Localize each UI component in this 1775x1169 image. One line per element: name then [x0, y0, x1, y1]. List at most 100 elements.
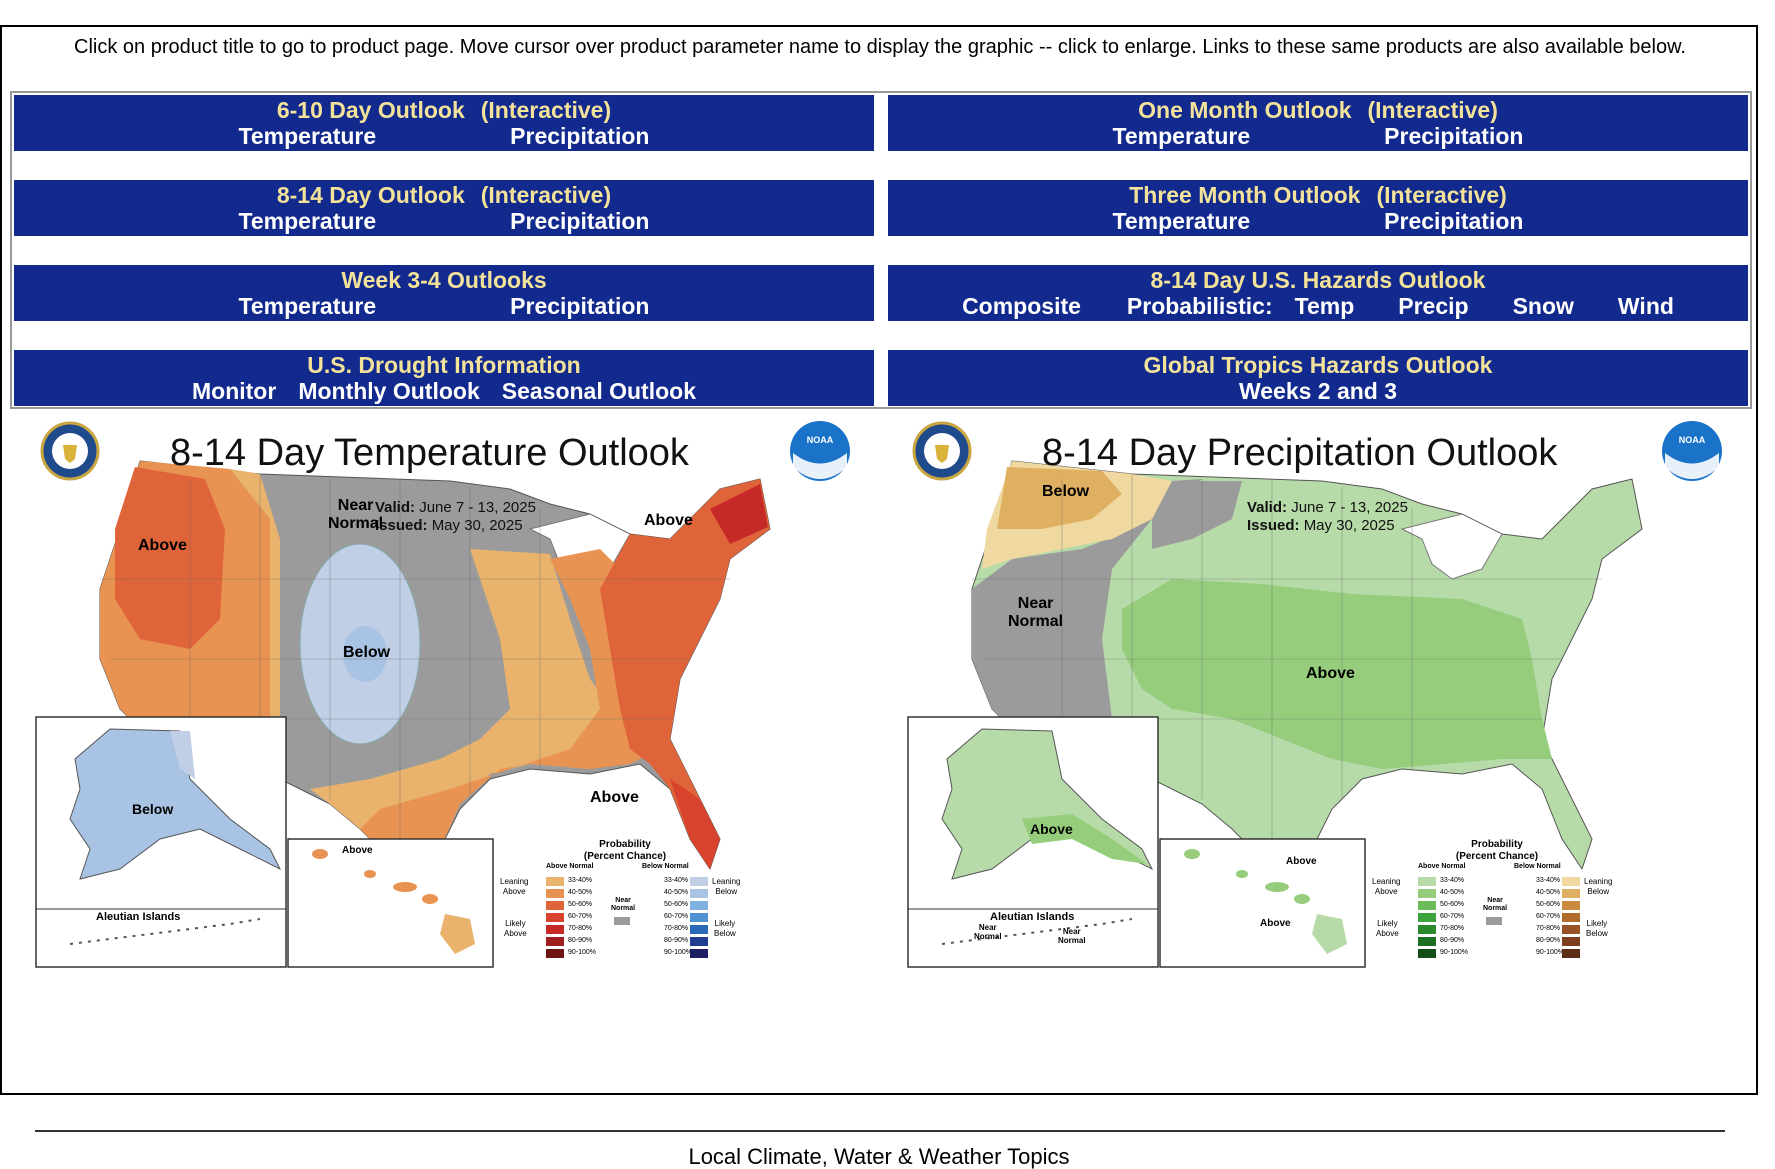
- link-hazards-precip[interactable]: Precip: [1398, 293, 1469, 319]
- legend-below-swatch: [690, 949, 708, 958]
- product-6-10-day-title[interactable]: 6-10 Day Outlook: [276, 97, 465, 123]
- legend-below-swatch: [690, 937, 708, 946]
- legend-above-swatch: [546, 925, 564, 934]
- legend-below-range: 70-80%: [664, 925, 689, 932]
- legend-below-swatch: [1562, 877, 1580, 886]
- legend-below-swatch: [690, 925, 708, 934]
- section-divider: [35, 1130, 1725, 1132]
- product-hazards: 8-14 Day U.S. Hazards Outlook Composite P…: [888, 265, 1748, 321]
- map-label-near: Near: [1017, 595, 1054, 612]
- legend-near-normal: Near Normal: [611, 897, 635, 913]
- legend-above-swatch: [1418, 889, 1436, 898]
- legend-below-range: 33-40%: [1536, 877, 1561, 884]
- product-one-month-interactive[interactable]: (Interactive): [1367, 97, 1498, 123]
- legend-above-swatch: [1418, 901, 1436, 910]
- product-three-month-title[interactable]: Three Month Outlook: [1129, 182, 1361, 208]
- link-6-10-precipitation[interactable]: Precipitation: [510, 123, 650, 149]
- map-label: Above: [590, 789, 639, 806]
- legend-below-swatch: [1562, 949, 1580, 958]
- legend-above-range: 33-40%: [568, 877, 593, 884]
- link-drought-monthly[interactable]: Monthly Outlook: [298, 378, 480, 404]
- legend-leaning-above-2: Above: [502, 887, 526, 896]
- legend-below-swatch: [690, 877, 708, 886]
- product-8-14-day-title[interactable]: 8-14 Day Outlook: [276, 182, 465, 208]
- map-label: Near Normal: [1008, 595, 1063, 631]
- product-one-month-title[interactable]: One Month Outlook: [1138, 97, 1352, 123]
- link-tropics-weeks[interactable]: Weeks 2 and 3: [1238, 378, 1398, 404]
- temperature-outlook-map[interactable]: NOAA: [30, 419, 900, 1089]
- link-drought-monitor[interactable]: Monitor: [192, 378, 277, 404]
- legend-below-range: 80-90%: [1536, 937, 1561, 944]
- legend-above-normal: Above Normal: [1418, 863, 1466, 870]
- map-label: Near Normal: [974, 923, 1002, 941]
- legend-below-normal: Below Normal: [1514, 863, 1561, 870]
- legend-above-swatch: [546, 877, 564, 886]
- link-6-10-temperature[interactable]: Temperature: [238, 123, 377, 149]
- precipitation-map-dates: Valid: June 7 - 13, 2025 Issued: May 30,…: [1247, 499, 1408, 535]
- product-hazards-title[interactable]: 8-14 Day U.S. Hazards Outlook: [1150, 267, 1486, 293]
- link-month-temperature[interactable]: Temperature: [1112, 123, 1251, 149]
- map-label: Above: [342, 845, 373, 856]
- legend-below-swatch: [690, 901, 708, 910]
- link-hazards-composite[interactable]: Composite: [962, 293, 1081, 319]
- map-label: Near Normal: [1058, 927, 1086, 945]
- legend-leaning-above: Leaning Above: [1372, 877, 1400, 897]
- legend-below-range: 50-60%: [664, 901, 689, 908]
- legend-below-range: 60-70%: [1536, 913, 1561, 920]
- legend-likely-below-1: Likely: [1586, 919, 1608, 928]
- legend-likely-above-1: Likely: [505, 919, 526, 928]
- link-hazards-snow[interactable]: Snow: [1512, 293, 1574, 319]
- legend-leaning-above-1: Leaning: [1372, 877, 1401, 886]
- legend-title: Probability: [1471, 839, 1523, 850]
- link-8-14-precipitation[interactable]: Precipitation: [510, 208, 650, 234]
- product-6-10-day-interactive[interactable]: (Interactive): [480, 97, 612, 123]
- valid-label: Valid:: [375, 499, 416, 516]
- legend-below-range: 60-70%: [664, 913, 689, 920]
- issued-value: May 30, 2025: [431, 517, 523, 534]
- legend-likely-above-2: Above: [504, 929, 527, 938]
- legend-near-normal: Near Normal: [1483, 897, 1507, 913]
- map-label: Above: [1306, 665, 1355, 682]
- map-label-near: Near: [337, 497, 374, 514]
- legend-below-swatch: [1562, 937, 1580, 946]
- precipitation-outlook-map[interactable]: NOAA: [902, 419, 1772, 1089]
- link-week34-precipitation[interactable]: Precipitation: [510, 293, 650, 319]
- legend-leaning-below-1: Leaning: [712, 877, 741, 886]
- legend-above-range: 70-80%: [568, 925, 593, 932]
- legend-leaning-below: Leaning Below: [712, 877, 740, 897]
- link-week34-temperature[interactable]: Temperature: [238, 293, 377, 319]
- link-8-14-temperature[interactable]: Temperature: [238, 208, 377, 234]
- valid-value: June 7 - 13, 2025: [419, 499, 536, 516]
- product-global-tropics: Global Tropics Hazards Outlook Weeks 2 a…: [888, 350, 1748, 406]
- product-8-14-day-interactive[interactable]: (Interactive): [480, 182, 612, 208]
- link-hazards-temp[interactable]: Temp: [1294, 293, 1355, 319]
- temperature-map-dates: Valid: June 7 - 13, 2025 Issued: May 30,…: [375, 499, 536, 535]
- map-label: Aleutian Islands: [96, 911, 181, 923]
- legend-near-swatch: [614, 917, 630, 925]
- temperature-map-title: 8-14 Day Temperature Outlook: [170, 432, 689, 474]
- legend-below-range: 33-40%: [664, 877, 689, 884]
- legend-title: Probability: [599, 839, 651, 850]
- temperature-legend: Probability (Percent Chance) Above Norma…: [500, 839, 740, 969]
- legend-above-swatch: [1418, 913, 1436, 922]
- link-hazards-wind[interactable]: Wind: [1617, 293, 1674, 319]
- product-global-tropics-title[interactable]: Global Tropics Hazards Outlook: [1143, 352, 1493, 378]
- legend-below-range: 40-50%: [1536, 889, 1561, 896]
- legend-above-range: 40-50%: [568, 889, 593, 896]
- product-drought-title[interactable]: U.S. Drought Information: [307, 352, 581, 378]
- product-week-3-4-title[interactable]: Week 3-4 Outlooks: [341, 267, 547, 293]
- link-3month-precipitation[interactable]: Precipitation: [1384, 208, 1524, 234]
- legend-above-range: 80-90%: [1440, 937, 1465, 944]
- product-three-month-interactive[interactable]: (Interactive): [1376, 182, 1507, 208]
- map-label: Above: [1260, 918, 1291, 929]
- legend-leaning-below-2: Below: [1587, 887, 1610, 896]
- product-three-month: Three Month Outlook (Interactive) Tempera…: [888, 180, 1748, 236]
- link-drought-seasonal[interactable]: Seasonal Outlook: [501, 378, 696, 404]
- legend-likely-above-1: Likely: [1377, 919, 1398, 928]
- map-label: Below: [343, 644, 391, 661]
- link-month-precipitation[interactable]: Precipitation: [1384, 123, 1524, 149]
- map-label: Near Normal: [328, 497, 383, 533]
- link-3month-temperature[interactable]: Temperature: [1112, 208, 1251, 234]
- legend-above-range: 50-60%: [568, 901, 593, 908]
- legend-subtitle: (Percent Chance): [583, 851, 667, 862]
